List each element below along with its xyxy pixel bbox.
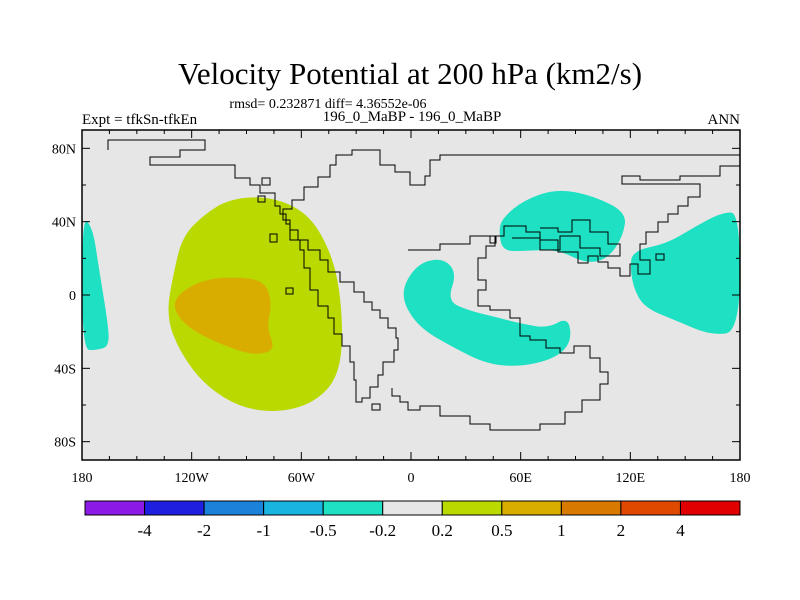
island-7 (261, 177, 271, 186)
colorbar-label: 2 (617, 521, 626, 540)
colorbar-label: 1 (557, 521, 566, 540)
island-2 (269, 233, 278, 243)
region-negative-asia (499, 190, 625, 262)
colorbar-label: 4 (676, 521, 685, 540)
x-tick-label: 180 (72, 471, 93, 486)
colorbar-swatch (620, 500, 681, 516)
coastline-africa-west (408, 235, 495, 251)
contour-regions (82, 190, 740, 411)
y-tick-label: 40S (54, 362, 76, 377)
island-3 (285, 287, 294, 295)
left-label: Expt = tfkSn-tfkEn (82, 112, 198, 128)
colorbar-swatch (679, 500, 741, 516)
colorbar-label: -0.5 (310, 521, 337, 540)
center-label: 196_0_MaBP - 196_0_MaBP (323, 109, 502, 125)
colorbar-swatch (263, 500, 324, 516)
y-tick-label: 80S (54, 436, 76, 451)
colorbar-swatch (144, 500, 205, 516)
island-1 (257, 195, 266, 203)
y-axis: 80N 40N 0 40S 80S (52, 142, 740, 451)
colorbar-swatch (382, 500, 443, 516)
x-tick-label: 60W (288, 471, 316, 486)
x-tick-label: 120W (175, 471, 210, 486)
island-6 (371, 403, 381, 411)
colorbar-swatch (560, 500, 622, 516)
stats-text: rmsd= 0.232871 diff= 4.36552e-06 (229, 97, 426, 112)
colorbar-label: -4 (137, 521, 152, 540)
colorbar-label: -2 (197, 521, 211, 540)
coastline-asia-inner (512, 219, 621, 257)
coastline-americas (107, 139, 740, 403)
colorbar-swatch (501, 500, 562, 516)
y-tick-label: 40N (52, 216, 76, 231)
x-tick-label: 0 (408, 471, 415, 486)
coastlines (107, 139, 740, 431)
x-axis: 180 120W 60W 0 60E 120E 180 (72, 130, 751, 486)
region-negative-atlantic-africa (403, 259, 571, 366)
colorbar-label: -0.2 (369, 521, 396, 540)
colorbar-swatch (203, 500, 265, 516)
x-tick-label: 180 (730, 471, 751, 486)
right-label: ANN (708, 112, 741, 128)
region-negative-pacific (630, 212, 740, 334)
coastline-eurasia-africa (391, 165, 740, 431)
colorbar: -4 -2 -1 -0.5 -0.2 0.2 0.5 1 2 4 (84, 500, 741, 540)
island-4 (489, 235, 497, 244)
colorbar-swatch (441, 500, 503, 516)
x-tick-label: 60E (509, 471, 532, 486)
colorbar-swatch (84, 500, 146, 516)
colorbar-label: 0.5 (491, 521, 512, 540)
y-tick-label: 0 (69, 289, 76, 304)
region-negative-west-edge (82, 220, 109, 350)
island-5 (655, 253, 665, 261)
colorbar-label: -1 (257, 521, 271, 540)
region-positive-0.5-1 (174, 277, 273, 354)
colorbar-label: 0.2 (432, 521, 453, 540)
chart-title: Velocity Potential at 200 hPa (km2/s) (178, 56, 642, 91)
y-tick-label: 80N (52, 142, 76, 157)
x-tick-label: 120E (616, 471, 646, 486)
colorbar-swatch (322, 500, 384, 516)
